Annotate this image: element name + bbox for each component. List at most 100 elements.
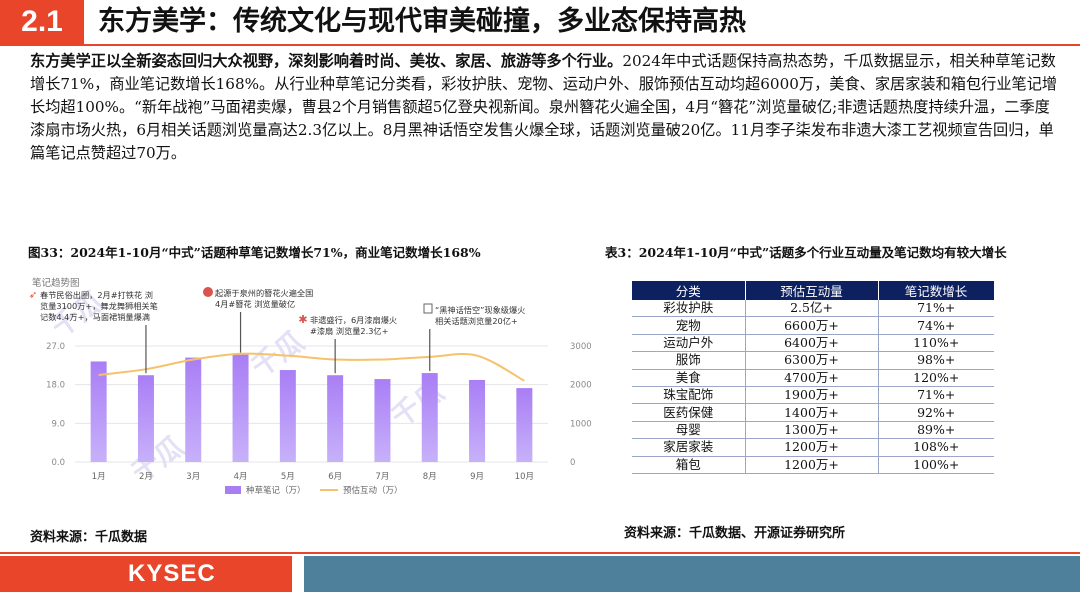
table-row: 服饰 6300万+ 98%+ bbox=[632, 351, 994, 370]
right-axis-ticks: 0 1000 2000 3000 bbox=[570, 342, 592, 468]
flower-icon bbox=[203, 287, 213, 297]
table-cell: 彩妆护肤 bbox=[632, 300, 746, 318]
table-cell: 6400万+ bbox=[745, 334, 879, 353]
left-tick-label: 27.0 bbox=[46, 342, 65, 352]
section-number: 2.1 bbox=[0, 0, 84, 44]
x-tick-label: 2月 bbox=[139, 472, 153, 482]
right-tick-label: 0 bbox=[570, 458, 575, 468]
left-tick-label: 9.0 bbox=[51, 419, 65, 429]
table-cell: 家居家装 bbox=[632, 438, 746, 457]
right-tick-label: 3000 bbox=[570, 342, 592, 352]
annotation-text: #漆扇 浏览量2.3亿+ bbox=[310, 326, 388, 336]
bar bbox=[327, 375, 344, 462]
bar bbox=[137, 375, 154, 462]
star-icon: ✱ bbox=[298, 313, 307, 326]
footer-logo-block bbox=[0, 556, 292, 592]
x-tick-label: 9月 bbox=[470, 472, 484, 482]
bar bbox=[374, 379, 391, 462]
bar bbox=[516, 388, 533, 462]
figure-source: 资料来源：千瓜数据 bbox=[30, 530, 148, 545]
table-row: 医药保健 1400万+ 92%+ bbox=[632, 403, 994, 422]
intro-body: 2024年中式话题保持高热态势，千瓜数据显示，相关种草笔记数增长71%，商业笔记… bbox=[30, 52, 1058, 162]
x-axis-ticks: 1月 2月 3月 4月 5月 6月 7月 8月 9月 10月 bbox=[92, 472, 534, 482]
annotation-text: 相关话题浏览量20亿+ bbox=[435, 316, 518, 326]
chart-annotations: ➶ 春节民俗出圈，2月#打铁花 浏览量3100万+，舞龙舞狮相关笔记数4.4万+，… bbox=[29, 287, 525, 374]
table-cell: 110%+ bbox=[878, 334, 994, 353]
annotation-text: 记数4.4万+，马面裙销量爆满 bbox=[40, 312, 150, 322]
table-cell: 1300万+ bbox=[745, 421, 879, 440]
annotation-text: “黑神话悟空”现象级爆火 bbox=[435, 305, 525, 315]
chart-legend: 种草笔记（万） 预估互动（万） bbox=[225, 485, 403, 496]
kysec-logo: KYSEC bbox=[128, 560, 216, 587]
table-row: 宠物 6600万+ 74%+ bbox=[632, 316, 994, 335]
table-cell: 100%+ bbox=[878, 456, 994, 474]
table-cell: 71%+ bbox=[878, 386, 994, 405]
table-cell: 箱包 bbox=[632, 456, 746, 474]
table-cell: 4700万+ bbox=[745, 369, 879, 387]
x-tick-label: 7月 bbox=[375, 472, 389, 482]
table-row: 彩妆护肤 2.5亿+ 71%+ bbox=[632, 300, 994, 318]
bar bbox=[90, 361, 107, 462]
table-cell: 71%+ bbox=[878, 300, 994, 318]
annotation-text: 4月#簪花 浏览量破亿 bbox=[215, 299, 295, 309]
table-header-interaction: 预估互动量 bbox=[745, 281, 879, 300]
table-cell: 宠物 bbox=[632, 316, 746, 335]
table-row: 家居家装 1200万+ 108%+ bbox=[632, 438, 994, 457]
box-icon bbox=[423, 303, 433, 314]
right-tick-label: 1000 bbox=[570, 419, 592, 429]
x-tick-label: 10月 bbox=[515, 472, 534, 482]
left-tick-label: 18.0 bbox=[46, 381, 65, 391]
left-axis-ticks: 0.0 9.0 18.0 27.0 bbox=[46, 342, 65, 468]
table-header-row: 分类 预估互动量 笔记数增长 bbox=[632, 281, 995, 300]
table-cell: 1200万+ bbox=[745, 456, 879, 474]
annotation-text: 春节民俗出圈，2月#打铁花 浏 bbox=[40, 290, 153, 300]
table-cell: 120%+ bbox=[878, 369, 994, 387]
watermark-text: 千瓜 bbox=[125, 430, 190, 489]
watermark-text: 千瓜 bbox=[385, 375, 450, 434]
legend-label-line: 预估互动（万） bbox=[343, 485, 403, 496]
footer-divider bbox=[0, 552, 1080, 554]
right-tick-label: 2000 bbox=[570, 381, 592, 391]
intro-lead: 东方美学正以全新姿态回归大众视野，深刻影响着时尚、美妆、家居、旅游等多个行业。 bbox=[30, 52, 623, 70]
table-cell: 医药保健 bbox=[632, 403, 746, 422]
table-cell: 1900万+ bbox=[745, 386, 879, 405]
footer-bar bbox=[304, 556, 1080, 592]
table-cell: 92%+ bbox=[878, 403, 994, 422]
bar bbox=[279, 370, 296, 462]
table-cell: 1200万+ bbox=[745, 438, 879, 457]
table-row: 母婴 1300万+ 89%+ bbox=[632, 421, 994, 440]
legend-label-bar: 种草笔记（万） bbox=[246, 485, 306, 496]
table-row: 美食 4700万+ 120%+ bbox=[632, 369, 994, 387]
x-tick-label: 5月 bbox=[281, 472, 295, 482]
line-series bbox=[98, 352, 525, 382]
table-cell: 服饰 bbox=[632, 351, 746, 370]
x-tick-label: 1月 bbox=[92, 472, 106, 482]
table-caption: 表3：2024年1-10月“中式”话题多个行业互动量及笔记数均有较大增长 bbox=[605, 245, 1007, 260]
bar-series bbox=[90, 354, 533, 462]
table-row: 运动户外 6400万+ 110%+ bbox=[632, 334, 994, 353]
x-tick-label: 6月 bbox=[328, 472, 342, 482]
interaction-line bbox=[98, 352, 525, 382]
table-source: 资料来源：千瓜数据、开源证券研究所 bbox=[624, 526, 846, 541]
intro-paragraph: 东方美学正以全新姿态回归大众视野，深刻影响着时尚、美妆、家居、旅游等多个行业。2… bbox=[30, 50, 1065, 165]
left-tick-label: 0.0 bbox=[51, 458, 65, 468]
table-cell: 6600万+ bbox=[745, 316, 879, 335]
legend-swatch-bar bbox=[225, 486, 241, 494]
header-divider bbox=[0, 44, 1080, 46]
table-cell: 89%+ bbox=[878, 421, 994, 440]
x-tick-label: 8月 bbox=[423, 472, 437, 482]
table-cell: 1400万+ bbox=[745, 403, 879, 422]
bar bbox=[185, 357, 202, 462]
annotation-text: 览量3100万+，舞龙舞狮相关笔 bbox=[40, 301, 158, 311]
table-row: 珠宝配饰 1900万+ 71%+ bbox=[632, 386, 994, 405]
table-cell: 74%+ bbox=[878, 316, 994, 335]
page-title: 东方美学：传统文化与现代审美碰撞，多业态保持高热 bbox=[98, 6, 746, 37]
table-cell: 运动户外 bbox=[632, 334, 746, 353]
table-header-growth: 笔记数增长 bbox=[878, 281, 995, 300]
bar bbox=[469, 379, 486, 462]
x-tick-label: 4月 bbox=[234, 472, 248, 482]
industry-table: 分类 预估互动量 笔记数增长 彩妆护肤 2.5亿+ 71%+ 宠物 6600万+ 74%… bbox=[632, 281, 995, 474]
x-tick-label: 3月 bbox=[186, 472, 200, 482]
bar bbox=[421, 373, 438, 462]
